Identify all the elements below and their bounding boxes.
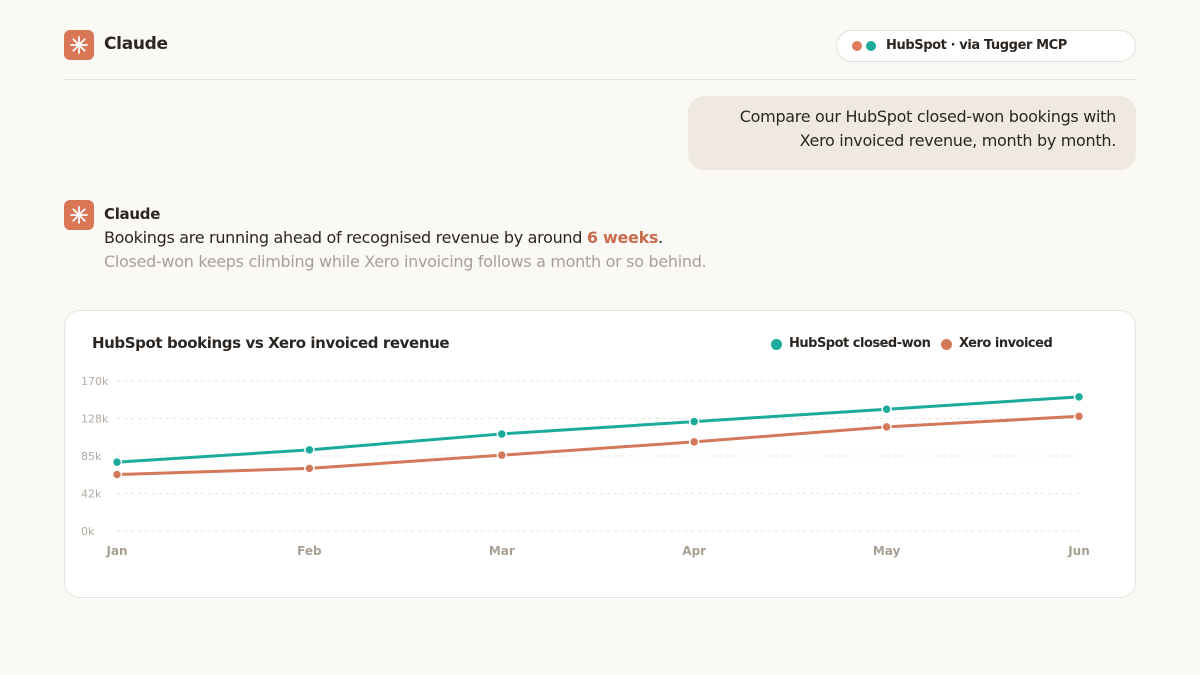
y-tick-label: 128k (81, 413, 109, 426)
y-tick-label: 0k (81, 525, 95, 538)
x-tick-label: May (873, 544, 901, 558)
series-line-hubspot (115, 395, 1081, 464)
header: Claude HubSpot · via Tugger MCP (64, 30, 1136, 62)
x-tick-label: Jun (1067, 544, 1090, 558)
data-point-hubspot (304, 444, 315, 456)
chart-card: 0k 42k 85k 128k 170k Jan Feb Mar Apr May Jun HubSp… (64, 310, 1136, 598)
highlight-text: 6 weeks (586, 228, 659, 247)
assistant-text-end: . (658, 228, 663, 247)
series-line-xero (115, 414, 1081, 477)
connector-status-dot-icon (866, 41, 876, 51)
x-tick-label: Jan (105, 544, 127, 558)
data-point-hubspot (496, 428, 508, 440)
data-point-hubspot (688, 416, 700, 427)
connector-status-dot-icon (852, 41, 862, 51)
y-tick-label: 42k (81, 488, 102, 501)
x-tick-label: Mar (489, 544, 515, 558)
data-point-xero (688, 436, 700, 448)
data-point-xero (1073, 411, 1085, 422)
y-tick-label: 170k (81, 375, 109, 388)
app-title: Claude (104, 34, 168, 54)
data-point-xero (881, 421, 892, 433)
data-point-xero (304, 463, 315, 474)
legend-dot-icon (771, 339, 782, 350)
y-tick-label: 85k (81, 450, 102, 463)
legend-label: HubSpot closed-won (789, 336, 931, 351)
header-divider (64, 79, 1136, 80)
connector-label: HubSpot · via Tugger MCP (886, 38, 1067, 53)
x-tick-label: Feb (297, 544, 322, 558)
assistant-avatar-icon (64, 200, 94, 230)
data-point-xero (111, 469, 123, 480)
assistant-subtext: Closed-won keeps climbing while Xero inv… (104, 252, 707, 271)
legend-label: Xero invoiced (959, 336, 1053, 351)
asterisk-icon (64, 30, 94, 60)
data-point-xero (496, 449, 508, 461)
assistant-text: Bookings are running ahead of recognised… (104, 228, 587, 247)
line-chart: 0k 42k 85k 128k 170k Jan Feb Mar Apr May Jun (81, 375, 1090, 558)
assistant-message-line: Bookings are running ahead of recognised… (104, 228, 663, 247)
legend-dot-icon (941, 339, 952, 350)
chart-title: HubSpot bookings vs Xero invoiced revenu… (92, 334, 450, 352)
x-tick-label: Apr (682, 544, 706, 558)
assistant-name: Claude (104, 205, 161, 223)
connector-pill[interactable]: HubSpot · via Tugger MCP (836, 30, 1136, 62)
data-point-hubspot (881, 403, 892, 415)
data-point-hubspot (1073, 391, 1085, 403)
user-message-bubble: Compare our HubSpot closed-won bookings … (688, 96, 1136, 170)
data-point-hubspot (111, 456, 123, 468)
